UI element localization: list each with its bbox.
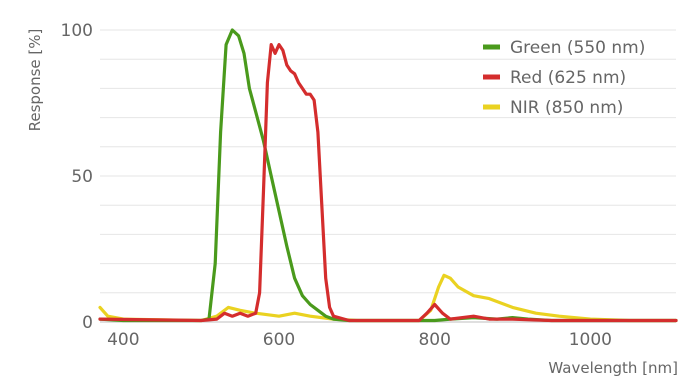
y-tick-label: 0 [82,313,93,333]
y-tick-labels: 0 50 100 [61,21,93,333]
y-tick-label: 100 [61,21,93,41]
y-tick-label: 50 [71,167,93,187]
x-tick-label: 600 [263,330,295,350]
y-axis-label: Response [%] [26,29,44,132]
legend-label: NIR (850 nm) [510,98,623,118]
series-line-2 [98,273,678,323]
legend-label: Green (550 nm) [510,38,645,58]
x-tick-labels: 400 600 800 1000 [107,330,612,350]
x-tick-label: 1000 [569,330,612,350]
x-axis-label: Wavelength [nm] [548,359,678,377]
series-lines [98,28,678,323]
legend: Green (550 nm) Red (625 nm) NIR (850 nm) [483,38,645,118]
legend-label: Red (625 nm) [510,68,626,88]
gridlines [100,29,676,294]
x-tick-label: 400 [107,330,139,350]
x-tick-label: 800 [418,330,450,350]
series-line-1 [98,42,678,323]
